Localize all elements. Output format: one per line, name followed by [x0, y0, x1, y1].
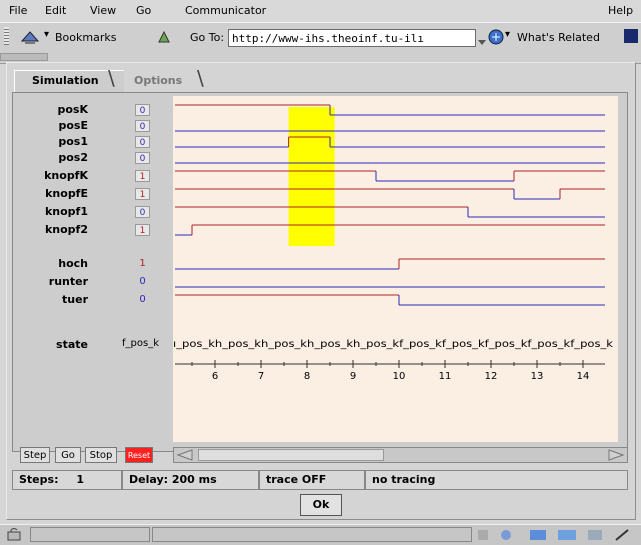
axis-tick-label: 13 [531, 371, 544, 382]
status-field [152, 527, 472, 542]
menu-bar: File Edit View Go Communicator Help [0, 0, 641, 22]
signal-value-knopfE[interactable]: 1 [135, 188, 150, 200]
tab-separator: \ [197, 66, 204, 90]
axis-tick-label: 8 [304, 371, 310, 382]
state-trace: ı_pos_kh_pos_kh_pos_kh_pos_kh_pos_kf_pos… [173, 339, 613, 350]
tab-separator: \ [108, 66, 115, 90]
axis-tick-label: 12 [485, 371, 498, 382]
signal-value-knopf2[interactable]: 1 [135, 224, 150, 236]
horizontal-scrollbar[interactable] [173, 447, 628, 463]
bookmarks-label[interactable]: Bookmarks [55, 31, 117, 44]
bookmarks-button[interactable] [20, 29, 40, 48]
signal-name-hoch: hoch [58, 257, 88, 270]
axis-tick-label: 11 [439, 371, 452, 382]
scroll-left-icon[interactable] [176, 449, 194, 464]
state-label: state [56, 338, 88, 351]
signal-value-posK[interactable]: 0 [135, 104, 150, 116]
toolbar-grip[interactable] [4, 27, 9, 45]
state-value: f_pos_k [122, 338, 159, 349]
axis-tick-label: 6 [212, 371, 218, 382]
step-button[interactable]: Step [20, 447, 50, 463]
bookmark-icon [20, 31, 40, 44]
tracing-status: no tracing [365, 470, 628, 490]
signal-value-pos1[interactable]: 0 [135, 136, 150, 148]
whats-related-label[interactable]: What's Related [517, 31, 600, 44]
tab-simulation[interactable]: Simulation [32, 74, 99, 87]
signal-name-tuer: tuer [62, 293, 88, 306]
signal-name-pos1: pos1 [58, 135, 88, 148]
steps-value: 1 [76, 473, 84, 486]
menu-file[interactable]: File [9, 4, 28, 17]
toolbar-tab-handle[interactable] [0, 53, 48, 61]
axis-tick-label: 7 [258, 371, 264, 382]
go-button[interactable]: Go [55, 447, 81, 463]
axis-tick-label: 14 [577, 371, 590, 382]
signal-name-runter: runter [48, 275, 88, 288]
menu-communicator[interactable]: Communicator [185, 4, 267, 17]
scroll-thumb[interactable] [198, 449, 384, 461]
menu-go[interactable]: Go [136, 4, 152, 17]
signal-name-posK: posK [57, 103, 88, 116]
lock-icon[interactable] [6, 527, 22, 544]
signal-value-knopfK[interactable]: 1 [135, 170, 150, 182]
url-dropdown-icon[interactable] [478, 35, 486, 48]
delay-status: Delay: 200 ms [122, 470, 259, 490]
ok-button[interactable]: Ok [300, 494, 342, 516]
signal-value-hoch: 1 [139, 258, 146, 269]
goto-label: Go To: [190, 31, 225, 44]
status-bar [0, 524, 641, 545]
signal-value-knopf1[interactable]: 0 [135, 206, 150, 218]
stop-button[interactable]: Stop [85, 447, 117, 463]
signal-value-posE[interactable]: 0 [135, 120, 150, 132]
progress-field [30, 527, 150, 542]
menu-view[interactable]: View [90, 4, 117, 17]
url-input[interactable]: http://www-ihs.theoinf.tu-ilı [228, 29, 476, 47]
steps-label: Steps: [19, 473, 59, 486]
menu-edit[interactable]: Edit [45, 4, 67, 17]
signal-name-knopfE: knopfE [45, 187, 88, 200]
trace-status: trace OFF [259, 470, 365, 490]
signal-value-tuer: 0 [139, 294, 146, 305]
scroll-right-icon[interactable] [607, 449, 625, 464]
signal-name-knopf1: knopf1 [44, 205, 88, 218]
location-icon[interactable] [156, 29, 172, 48]
time-highlight [288, 107, 335, 246]
signal-name-pos2: pos2 [58, 151, 88, 164]
reset-button[interactable]: Reset [125, 447, 153, 463]
axis-tick-label: 9 [350, 371, 356, 382]
signal-name-posE: posE [58, 119, 89, 132]
location-toolbar: ▾ Bookmarks Go To: http://www-ihs.theoin… [0, 22, 641, 64]
netscape-logo-icon [624, 29, 638, 43]
menu-help[interactable]: Help [608, 4, 634, 17]
whats-related-icon [486, 28, 506, 49]
tab-options[interactable]: Options [134, 74, 183, 87]
axis-tick-label: 10 [393, 371, 406, 382]
waveform-plot: ı_pos_kh_pos_kh_pos_kh_pos_kh_pos_kf_pos… [173, 96, 618, 442]
component-bar-icons[interactable] [478, 528, 638, 545]
waveform-canvas: ı_pos_kh_pos_kh_pos_kh_pos_kh_pos_kf_pos… [173, 104, 613, 382]
steps-status: Steps: 1 [12, 470, 122, 490]
tab-simulation-bg [14, 70, 124, 93]
signal-value-runter: 0 [139, 276, 146, 287]
signal-name-knopf2: knopf2 [44, 223, 88, 236]
signal-name-knopfK: knopfK [44, 169, 88, 182]
related-chevron-icon: ▾ [505, 29, 511, 40]
bookmarks-chevron-icon: ▾ [44, 29, 50, 40]
signal-value-pos2[interactable]: 0 [135, 152, 150, 164]
